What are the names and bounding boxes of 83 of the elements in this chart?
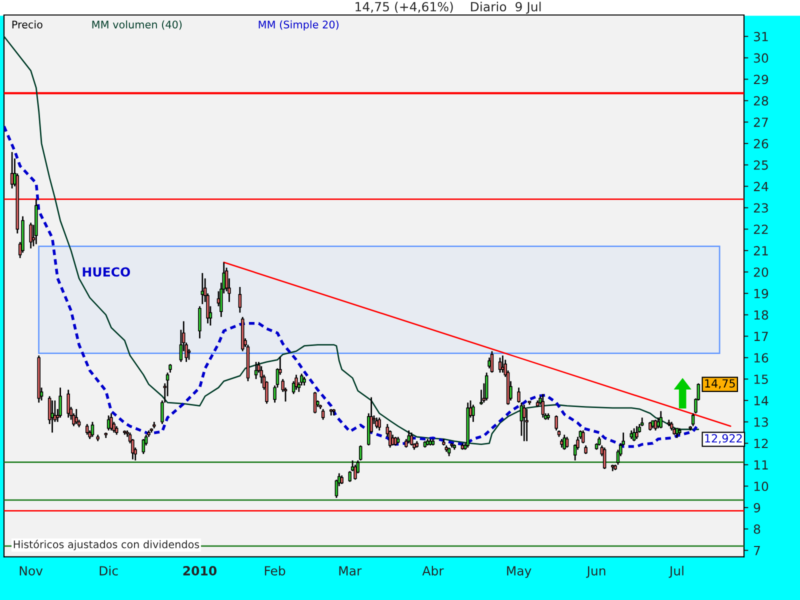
x-tick-label: Dic xyxy=(100,566,118,576)
text: MM volumen (40) xyxy=(92,20,182,30)
candlestick xyxy=(501,354,504,374)
candlestick xyxy=(358,444,362,462)
candlestick xyxy=(554,414,558,432)
candlestick xyxy=(541,393,545,418)
y-tick-label: 14 xyxy=(754,396,768,406)
candlestick xyxy=(85,423,89,436)
candlestick xyxy=(490,350,494,374)
y-tick-label: 9 xyxy=(754,503,760,512)
band-label: HUECO xyxy=(82,267,130,277)
candlestick xyxy=(354,464,357,480)
y-tick-label: 11 xyxy=(754,460,768,470)
y-tick-label: 12 xyxy=(754,438,768,448)
candlestick xyxy=(58,386,62,418)
text: MM (Simple 20) xyxy=(258,20,338,30)
x-tick-label: Jun xyxy=(586,566,606,578)
candlestick xyxy=(498,356,502,374)
candlestick xyxy=(321,408,325,420)
y-tick-label: 20 xyxy=(754,267,768,277)
candlestick xyxy=(635,425,638,440)
y-tick-label: 31 xyxy=(754,32,768,42)
chart-title: 14,75 (+4,61%) Diario 9 Jul xyxy=(356,2,541,14)
y-tick-label: 13 xyxy=(754,417,768,427)
x-tick-label: Mar xyxy=(339,566,362,576)
candlestick xyxy=(378,416,381,432)
candlestick xyxy=(522,404,526,442)
y-tick-label: 25 xyxy=(754,160,768,170)
y-tick-label: 22 xyxy=(754,224,768,234)
candlestick xyxy=(74,408,78,425)
x-tick-label: 2010 xyxy=(183,566,217,576)
candlestick xyxy=(254,361,258,380)
y-tick-label: 16 xyxy=(754,353,768,363)
annotation: 12,922 xyxy=(705,434,742,444)
y-tick-label: 26 xyxy=(754,138,768,148)
y-tick-label: 21 xyxy=(754,246,768,256)
candlestick xyxy=(238,286,242,314)
candlestick xyxy=(294,374,298,390)
x-tick-label: May xyxy=(507,566,532,578)
annotation: 14,75 xyxy=(705,379,735,389)
candlestick xyxy=(110,412,113,432)
y-tick-label: 30 xyxy=(754,53,768,63)
candlestick xyxy=(582,430,585,444)
y-tick-label: 29 xyxy=(754,74,768,84)
candlestick xyxy=(29,222,32,250)
y-tick-label: 28 xyxy=(754,96,768,106)
y-tick-label: 7 xyxy=(754,546,760,556)
y-tick-label: 24 xyxy=(754,182,768,192)
y-tick-label: 19 xyxy=(754,288,768,298)
candlestick xyxy=(484,372,488,402)
text: Precio xyxy=(12,20,42,28)
candlestick xyxy=(562,434,566,450)
candlestick xyxy=(142,438,146,455)
candlestick xyxy=(565,436,569,448)
candlestick xyxy=(198,306,202,340)
y-tick-label: 8 xyxy=(754,524,760,534)
x-tick-label: Nov xyxy=(20,566,43,576)
candlestick xyxy=(525,408,528,442)
x-tick-label: Feb xyxy=(264,566,286,576)
candlestick xyxy=(407,430,410,444)
candlestick xyxy=(66,389,70,418)
y-tick-label: 23 xyxy=(754,203,768,213)
candlestick xyxy=(602,446,606,470)
candlestick xyxy=(659,410,663,430)
candlestick xyxy=(90,421,94,438)
x-tick-label: Abr xyxy=(422,566,444,576)
line-series xyxy=(4,36,700,446)
candlestick xyxy=(488,356,491,370)
x-tick-label: Jul xyxy=(668,566,684,578)
candlestick xyxy=(391,434,394,446)
candlestick xyxy=(313,391,317,414)
annotation: Históricos ajustados con dividendos xyxy=(14,540,200,550)
candlestick xyxy=(691,412,695,427)
candlestick xyxy=(348,470,352,483)
candlestick xyxy=(410,432,414,446)
candlestick xyxy=(472,404,475,423)
y-tick-label: 27 xyxy=(754,118,768,127)
candlestick xyxy=(50,400,54,434)
y-tick-label: 15 xyxy=(754,374,768,384)
y-tick-label: 18 xyxy=(754,310,768,320)
y-tick-label: 17 xyxy=(754,332,768,341)
candlestick xyxy=(517,386,520,404)
y-tick-label: 10 xyxy=(754,482,768,492)
